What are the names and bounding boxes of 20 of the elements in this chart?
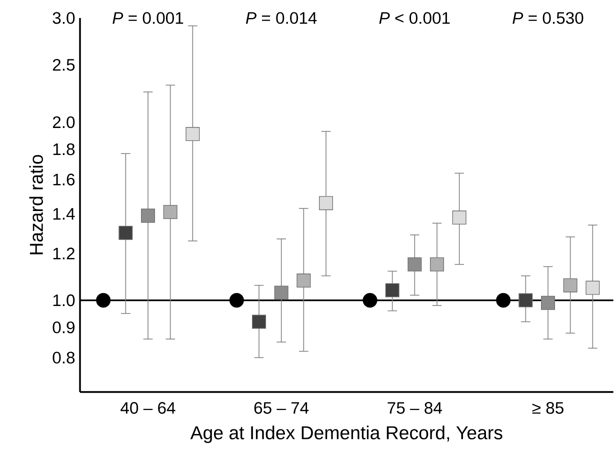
annotation: P < 0.001 [379, 12, 450, 24]
annotation: P = 0.001 [112, 12, 184, 24]
y-tick-label: 3.0 [52, 12, 75, 24]
x-tick-label: ≥ 85 [532, 402, 564, 414]
x-tick-label: 40 – 64 [120, 402, 176, 414]
x-tick-label: 75 – 84 [388, 402, 442, 414]
y-tick-label: 1.8 [53, 143, 75, 156]
y-tick-label: 1.4 [53, 208, 75, 220]
x-axis-title: Age at Index Dementia Record, Years [190, 426, 502, 444]
annotation: P = 0.014 [246, 12, 317, 24]
y-tick-label: 0.9 [52, 321, 75, 334]
y-tick-label: 1.0 [53, 294, 75, 306]
x-tick-label: 65 – 74 [254, 402, 309, 414]
y-tick-label: 2.0 [52, 116, 75, 128]
y-tick-label: 1.6 [53, 174, 75, 186]
annotation: P = 0.530 [512, 12, 584, 24]
y-tick-label: 2.5 [52, 58, 75, 71]
y-axis-title: Hazard ratio [29, 154, 43, 254]
y-tick-label: 0.8 [52, 352, 75, 364]
y-tick-label: 1.2 [53, 248, 74, 260]
